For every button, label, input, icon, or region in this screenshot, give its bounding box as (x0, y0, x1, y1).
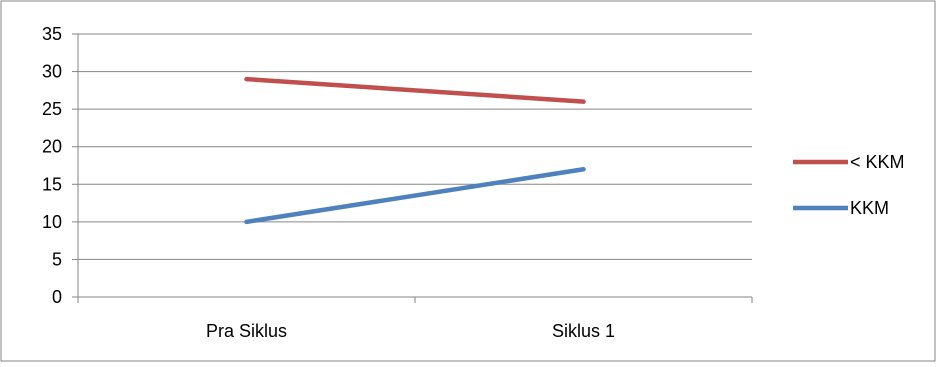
y-tick-label: 35 (42, 24, 62, 44)
x-tick-label: Siklus 1 (552, 321, 615, 341)
y-tick-label: 25 (42, 99, 62, 119)
y-tick-label: 0 (52, 287, 62, 307)
legend-label-0: < KKM (850, 152, 905, 172)
legend-label-1: KKM (850, 198, 889, 218)
x-tick-label: Pra Siklus (206, 321, 287, 341)
chart-border (1, 1, 935, 361)
y-tick-label: 5 (52, 249, 62, 269)
y-tick-label: 20 (42, 137, 62, 157)
y-tick-label: 10 (42, 212, 62, 232)
y-tick-label: 15 (42, 174, 62, 194)
y-tick-label: 30 (42, 62, 62, 82)
